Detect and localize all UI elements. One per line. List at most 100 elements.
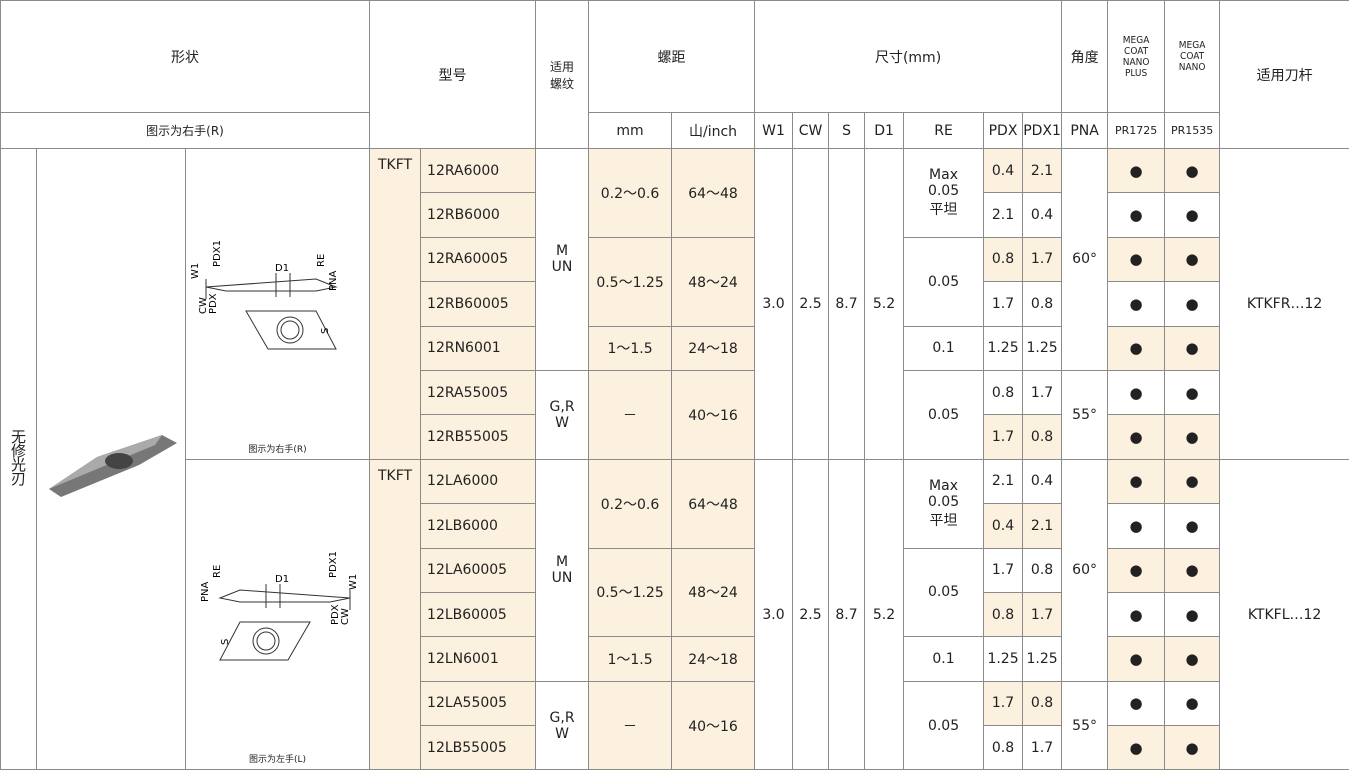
re: 0.1: [903, 636, 985, 682]
thread-text: G,R: [549, 709, 575, 726]
model-text: 12LA6000: [427, 473, 499, 490]
pitch-inch-text: 40～16: [688, 407, 738, 424]
table-row: 无修光刃 W1 PDX1 D1 RE PNA CW PDX S 图示为右手(R)…: [0, 147, 1349, 771]
grade-mark-text: ●: [1129, 250, 1143, 269]
header-dim-text: W1: [762, 122, 785, 139]
pitch-mm: 1～1.5: [588, 636, 673, 682]
diagram-label: PNA: [328, 270, 339, 291]
grade-mark: ●: [1164, 636, 1221, 682]
diagram-label: D1: [275, 574, 289, 585]
header-code: PR1535: [1164, 112, 1221, 149]
pitch-inch-text: 64～48: [688, 496, 738, 513]
pdx1-text: 1.7: [1030, 251, 1054, 268]
diagram-label: W1: [190, 263, 201, 279]
model-text: 12LB6000: [427, 517, 498, 534]
pdx1: 2.1: [1022, 503, 1063, 549]
pitch-inch: 64～48: [671, 458, 756, 549]
holder-text: KTKFL…12: [1247, 606, 1322, 623]
pdx1: 1.7: [1022, 591, 1063, 638]
model-text: 12RA55005: [427, 384, 509, 401]
dim-cw-text: 2.5: [799, 606, 822, 623]
insert-diagram: W1 PDX1 D1 RE PNA CW PDX S: [190, 240, 339, 350]
header-dim: PDX: [983, 112, 1024, 149]
pdx1-text: 2.1: [1030, 517, 1054, 534]
pdx1: 1.7: [1022, 369, 1063, 416]
table-row: 12LA55005 G,R W － 40～16 0.05 1.7 0.8 55° ● ●: [1, 680, 1349, 771]
grade-mark-text: ●: [1129, 428, 1143, 447]
grade-mark: ●: [1107, 325, 1166, 371]
diagram-label: CW: [340, 608, 351, 625]
re-text: 0.1: [932, 650, 955, 667]
pdx-text: 0.4: [991, 517, 1015, 534]
pna-text: 60°: [1072, 251, 1097, 268]
pdx: 0.8: [983, 369, 1024, 416]
grade-mark: ●: [1107, 458, 1166, 505]
grade-mark: ●: [1107, 236, 1166, 283]
diagram-label: PNA: [200, 581, 211, 602]
header-dim-text: RE: [934, 122, 953, 139]
header-thread-text: 适用: [550, 59, 575, 74]
pdx: 0.8: [983, 591, 1024, 638]
header-dim: D1: [864, 112, 905, 149]
grade-mark-text: ●: [1129, 472, 1143, 491]
grade-mark-text: ●: [1129, 161, 1143, 180]
pitch-inch-text: 24～18: [688, 651, 738, 668]
grade-mark-text: ●: [1185, 472, 1199, 491]
model: 12LA55005: [420, 680, 537, 727]
dim-d1-text: 5.2: [872, 295, 896, 312]
holder: KTKFR…12: [1219, 148, 1349, 460]
header-grade-text: COAT: [1124, 45, 1149, 57]
header-angle: 角度: [1061, 0, 1109, 113]
pdx1: 0.8: [1022, 281, 1063, 327]
pitch-inch: 24～18: [671, 636, 756, 682]
dim-s-text: 8.7: [835, 295, 858, 312]
pitch-inch-text: 40～16: [688, 718, 738, 735]
pna: 60°: [1061, 148, 1109, 371]
pdx-text: 1.25: [987, 340, 1019, 357]
grade-mark-text: ●: [1129, 206, 1143, 225]
header-grade-text: MEGA: [1122, 34, 1150, 46]
holder: KTKFL…12: [1219, 458, 1349, 771]
pdx: 0.4: [983, 503, 1024, 549]
dim-cw: 2.5: [792, 458, 830, 771]
table-row: W1 PDX1 D1 RE PNA CW PDX S 图示为左手(L) TKFT 1…: [1, 458, 1349, 771]
header-grade-text: PLUS: [1124, 67, 1148, 79]
re: Max 0.05 平坦: [903, 148, 985, 238]
grade-mark-text: ●: [1185, 738, 1199, 757]
pdx: 2.1: [983, 192, 1024, 238]
grade-mark-text: ●: [1185, 206, 1199, 225]
pitch-inch-text: 64～48: [688, 185, 738, 202]
model-text: 12RN6001: [427, 340, 501, 357]
thread-text: UN: [551, 259, 573, 276]
pna: 55°: [1061, 369, 1109, 460]
pdx1: 1.25: [1022, 636, 1063, 682]
header-pitch-mm: mm: [588, 112, 673, 149]
pdx1: 0.4: [1022, 458, 1063, 505]
grade-mark-text: ●: [1185, 561, 1199, 580]
diagram: W1 PDX1 D1 RE PNA CW PDX S 图示为右手(R): [184, 148, 371, 460]
header-shape: 形状: [0, 0, 371, 113]
pdx1-text: 0.4: [1030, 473, 1054, 490]
header-grade: MEGA COAT NANO PLUS: [1107, 0, 1166, 113]
pdx-text: 1.7: [991, 429, 1015, 446]
diagram-label: PDX1: [212, 240, 223, 267]
grade-mark: ●: [1107, 636, 1166, 682]
pdx1-text: 0.8: [1030, 429, 1054, 446]
header-grade-text: MEGA: [1178, 40, 1206, 51]
table-row: 形状 型号 适用 螺纹 螺距 尺寸(mm) 角度 MEGA COAT NANO PLUS MEGA CO…: [0, 0, 1349, 149]
header-dim: W1: [754, 112, 794, 149]
grade-mark-text: ●: [1185, 383, 1199, 402]
pitch-mm: －: [588, 369, 673, 460]
grade-mark-text: ●: [1185, 694, 1199, 713]
holder-text: KTKFR…12: [1246, 295, 1323, 312]
pitch-inch-text: 48～24: [688, 585, 738, 602]
re-text: 0.05: [927, 182, 960, 199]
pitch-inch: 40～16: [671, 680, 756, 771]
pdx: 1.25: [983, 325, 1024, 371]
pitch-mm-text: 1～1.5: [607, 341, 653, 358]
pdx1-text: 1.7: [1030, 606, 1054, 623]
diagram-label: PDX: [330, 604, 341, 625]
pitch-mm-text: 0.2～0.6: [600, 496, 660, 513]
grade-mark: ●: [1107, 369, 1166, 416]
